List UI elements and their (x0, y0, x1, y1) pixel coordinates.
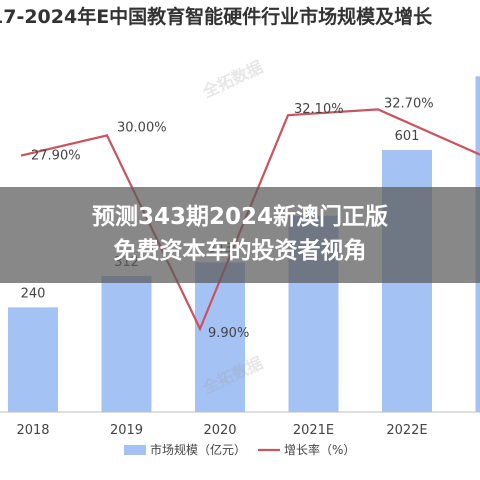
legend-line-label: 增长率（%） (284, 442, 355, 457)
bar-2019 (101, 275, 152, 412)
x-tick-2022E: 2022E (386, 423, 427, 438)
line-label-2020: 9.90% (208, 326, 249, 341)
line-label-2018: 27.90% (31, 149, 81, 164)
x-tick-2021E: 2021E (293, 423, 334, 438)
overlay-banner (0, 187, 480, 283)
x-tick-2018: 2018 (16, 423, 49, 438)
overlay-line-2: 免费资本车的投资者视角 (113, 238, 367, 264)
overlay-line-1: 预测343期2024新澳门正版 (91, 204, 389, 230)
bar-label-2022E: 601 (395, 129, 420, 144)
bar-2020 (195, 262, 245, 412)
bar-2018 (8, 307, 58, 412)
bar-label-2018: 240 (21, 286, 46, 301)
line-label-2022E: 32.70% (384, 96, 434, 111)
page-title: 17-2024年E中国教育智能硬件行业市场规模及增长 (0, 6, 433, 28)
x-tick-2020: 2020 (203, 423, 236, 438)
legend-bar-swatch (124, 445, 146, 455)
line-label-2021E: 32.10% (294, 102, 344, 117)
legend-bar-label: 市场规模（亿元） (150, 442, 246, 457)
x-tick-2019: 2019 (110, 423, 143, 438)
overlay-text: 预测343期2024新澳门正版 免费资本车的投资者视角 (0, 200, 480, 268)
line-label-2019: 30.00% (117, 120, 167, 135)
